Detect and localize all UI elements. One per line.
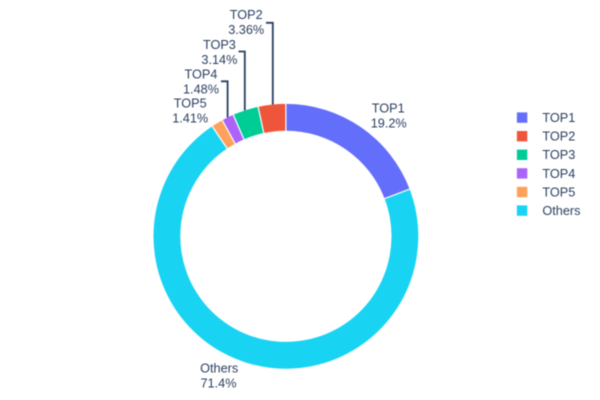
svg-text:19.2%: 19.2% (371, 117, 407, 131)
svg-text:71.4%: 71.4% (201, 377, 237, 391)
svg-text:1.48%: 1.48% (183, 83, 219, 97)
svg-text:TOP1: TOP1 (372, 102, 405, 116)
svg-text:TOP2: TOP2 (542, 130, 575, 144)
svg-text:1.41%: 1.41% (172, 111, 208, 125)
svg-text:Others: Others (542, 204, 580, 218)
svg-text:TOP4: TOP4 (542, 167, 575, 181)
svg-text:Others: Others (200, 362, 238, 376)
svg-text:TOP4: TOP4 (185, 68, 218, 82)
svg-text:TOP3: TOP3 (542, 148, 575, 162)
svg-text:TOP2: TOP2 (230, 8, 263, 22)
svg-text:TOP1: TOP1 (542, 111, 575, 125)
svg-text:3.36%: 3.36% (228, 23, 264, 37)
svg-text:3.14%: 3.14% (201, 53, 237, 67)
svg-text:TOP5: TOP5 (542, 185, 575, 199)
svg-text:TOP5: TOP5 (174, 96, 207, 110)
svg-text:TOP3: TOP3 (203, 38, 236, 52)
